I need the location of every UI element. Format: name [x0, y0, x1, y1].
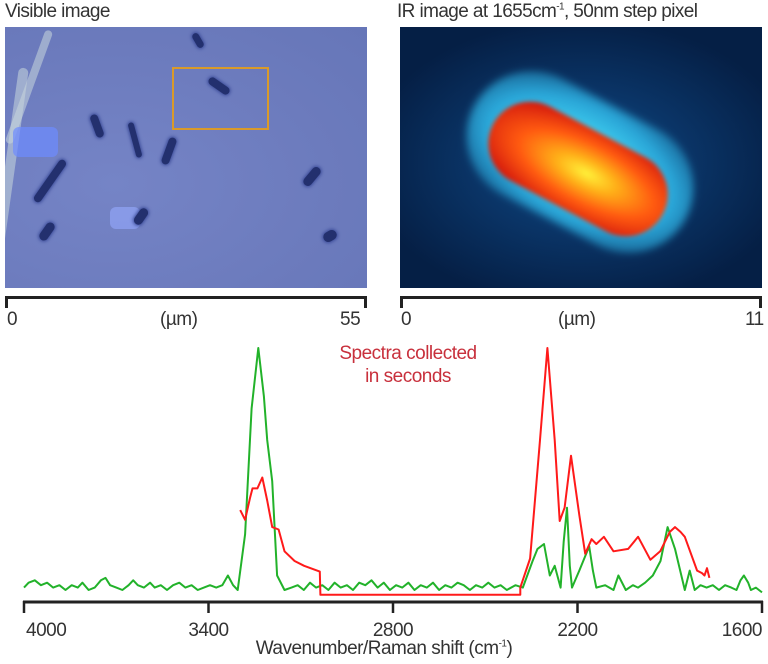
annotation-line-1: Spectra collected: [339, 343, 477, 364]
visible-scale-unit: (µm): [160, 309, 198, 330]
x-axis-label-text: Wavenumber/Raman shift (cm: [255, 638, 499, 659]
x-tick-label: 3400: [188, 620, 228, 641]
selection-box: [172, 67, 269, 130]
annotation-line-2: in seconds: [365, 366, 451, 387]
x-tick-label: 2800: [373, 620, 413, 641]
raman-spectrum-line: [23, 347, 763, 594]
ir-title-sup: -1: [556, 1, 564, 13]
x-axis-label: Wavenumber/Raman shift (cm-1): [0, 638, 768, 660]
ir-title-rest: , 50nm step pixel: [563, 1, 698, 22]
visible-scale-start: 0: [7, 309, 18, 330]
ir-scale-start: 0: [401, 309, 412, 330]
ir-spectrum-line: [239, 347, 711, 596]
ir-image-title: IR image at 1655cm-1, 50nm step pixel: [397, 1, 698, 23]
visible-image-title: Visible image: [5, 1, 110, 22]
x-axis-label-sup: -1: [498, 638, 507, 650]
visible-scale-bar: [5, 296, 367, 309]
ir-scale-bar: [400, 296, 762, 309]
x-tick-label: 4000: [26, 620, 66, 641]
x-axis-label-end: ): [506, 638, 513, 659]
ir-title-main: IR image at 1655cm: [397, 1, 557, 22]
visible-microscope-image: [5, 27, 367, 288]
visible-scale-end: 55: [340, 309, 361, 330]
ir-heatmap-image: [400, 27, 762, 288]
chart-annotation: Spectra collected in seconds: [300, 342, 516, 388]
ir-scale-unit: (µm): [558, 309, 596, 330]
ir-scale-end: 11: [745, 309, 764, 330]
x-tick-label: 1600: [722, 620, 762, 641]
x-tick-label: 2200: [557, 620, 597, 641]
